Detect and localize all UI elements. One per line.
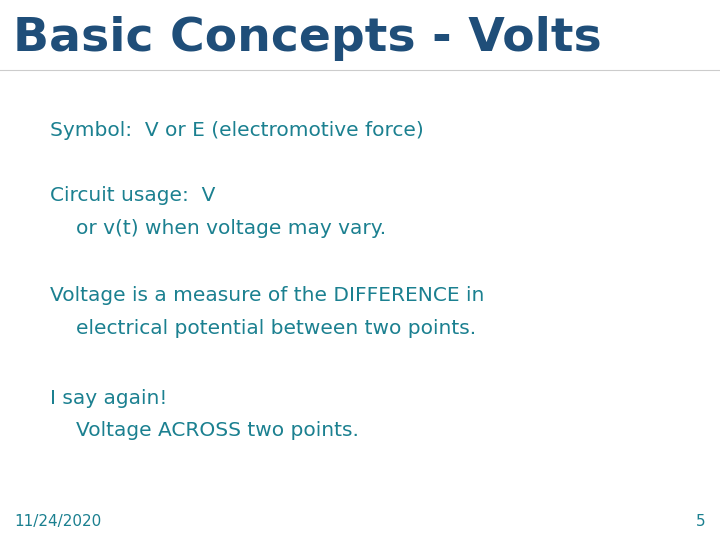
Text: Circuit usage:  V: Circuit usage: V xyxy=(50,186,216,205)
Text: Symbol:  V or E (electromotive force): Symbol: V or E (electromotive force) xyxy=(50,122,424,140)
Text: Voltage is a measure of the DIFFERENCE in: Voltage is a measure of the DIFFERENCE i… xyxy=(50,286,485,305)
Text: or v(t) when voltage may vary.: or v(t) when voltage may vary. xyxy=(76,219,386,238)
Text: electrical potential between two points.: electrical potential between two points. xyxy=(76,319,476,338)
Text: I say again!: I say again! xyxy=(50,389,168,408)
Text: Voltage ACROSS two points.: Voltage ACROSS two points. xyxy=(76,421,359,440)
Text: 5: 5 xyxy=(696,514,706,529)
Text: Basic Concepts - Volts: Basic Concepts - Volts xyxy=(13,16,602,61)
Text: 11/24/2020: 11/24/2020 xyxy=(14,514,102,529)
